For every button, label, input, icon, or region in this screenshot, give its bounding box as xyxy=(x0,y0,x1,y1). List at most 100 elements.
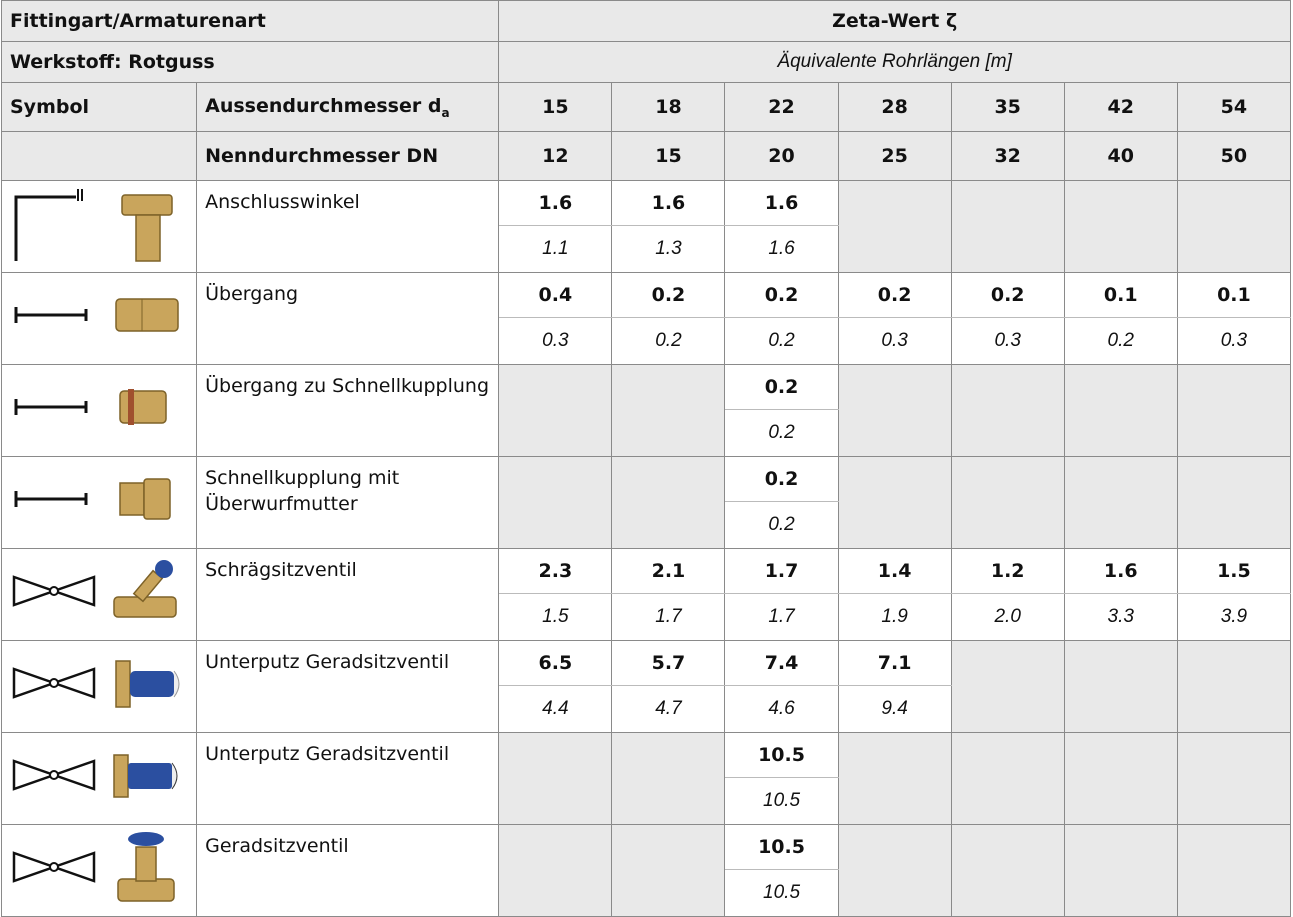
length-value: 3.3 xyxy=(1063,593,1178,641)
icon-shape xyxy=(130,671,174,697)
icon-shape xyxy=(128,763,172,789)
header-cell: Fittingart/Armaturenart xyxy=(0,0,500,42)
empty-cell xyxy=(498,824,613,917)
icon-shape xyxy=(155,560,173,578)
icon-shape xyxy=(119,482,145,516)
zeta-value: 0.2 xyxy=(950,271,1065,319)
fitting-name: Übergang zu Schnellkupp­lung xyxy=(196,364,500,457)
icon-shape xyxy=(143,478,171,520)
diameter-cell: 28 xyxy=(837,82,952,132)
zeta-value: 0.1 xyxy=(1063,271,1178,319)
length-row: 1.1 1.3 1.6 xyxy=(2,225,1291,273)
icon-shape xyxy=(171,762,178,790)
value-row: Übergang zu Schnellkupp­lung 0.2 xyxy=(0,363,1292,457)
fitting-name: Anschlusswinkel xyxy=(196,180,500,273)
length-value: 0.3 xyxy=(1176,317,1292,365)
symbol-cell xyxy=(0,272,198,365)
zeta-value: 0.1 xyxy=(1176,271,1292,319)
diameter-cell: 22 xyxy=(724,82,839,132)
empty-cell xyxy=(950,180,1065,273)
length-value: 4.6 xyxy=(724,685,839,733)
symbol-cell xyxy=(0,640,198,733)
icon-shape xyxy=(117,878,175,902)
header-row: Symbol Aussendurchmesser da 15 18 22 28 35 42… xyxy=(0,82,1292,132)
fitting-symbol xyxy=(12,832,175,902)
header-text: Aussendurchmesser d xyxy=(205,94,442,117)
empty-cell xyxy=(950,640,1065,733)
length-value: 0.3 xyxy=(950,317,1065,365)
empty-cell xyxy=(1063,456,1178,549)
length-value: 1.9 xyxy=(837,593,952,641)
empty-cell xyxy=(950,364,1065,457)
diameter-cell: 20 xyxy=(724,131,839,181)
icon-shape xyxy=(121,194,173,216)
length-row: 0.3 0.2 0.2 0.3 0.3 0.2 0.3 xyxy=(2,317,1292,365)
header-cell: Nenndurchmesser DN xyxy=(196,131,500,181)
icon-shape xyxy=(12,851,58,883)
empty-cell xyxy=(1176,364,1292,457)
diameter-cell: 18 xyxy=(611,82,726,132)
empty-cell xyxy=(611,824,726,917)
length-value: 1.5 xyxy=(498,593,613,641)
zeta-value: 1.6 xyxy=(724,179,839,227)
header-row: Nenndurchmesser DN 12 15 20 25 32 40 50 xyxy=(0,131,1292,181)
zeta-value: 1.4 xyxy=(837,547,952,595)
icon-shape xyxy=(113,754,129,798)
length-row: 1.5 1.7 1.7 1.9 2.0 3.3 3.9 xyxy=(2,593,1292,641)
symbol-cell xyxy=(0,456,198,549)
zeta-value: 7.4 xyxy=(724,639,839,687)
zeta-value: 2.3 xyxy=(498,547,613,595)
diameter-cell: 32 xyxy=(950,131,1065,181)
length-value: 4.4 xyxy=(498,685,613,733)
fitting-name: Unterputz Geradsitzventil xyxy=(196,640,500,733)
zeta-value: 1.2 xyxy=(950,547,1065,595)
icon-shape xyxy=(50,851,96,883)
empty-cell xyxy=(1063,180,1178,273)
icon-shape xyxy=(12,759,58,791)
diameter-cell: 12 xyxy=(498,131,613,181)
zeta-value: 1.6 xyxy=(611,179,726,227)
header-cell: Zeta-Wert ζ xyxy=(498,0,1291,42)
empty-cell xyxy=(498,456,613,549)
length-value: 0.3 xyxy=(837,317,952,365)
fitting-symbol xyxy=(14,189,173,262)
zeta-value: 2.1 xyxy=(611,547,726,595)
diameter-cell: 25 xyxy=(837,131,952,181)
value-row: Unterputz Geradsitzventil 10.5 xyxy=(0,731,1292,825)
length-value: 10.5 xyxy=(724,869,839,917)
empty-cell xyxy=(498,732,613,825)
icon-shape xyxy=(135,214,161,262)
empty-cell xyxy=(498,364,613,457)
fitting-symbol xyxy=(14,389,167,425)
icon-shape xyxy=(115,660,131,708)
header-row: Fittingart/Armaturenart Zeta-Wert ζ xyxy=(0,0,1291,42)
value-row: Geradsitzventil 10.5 xyxy=(0,823,1292,917)
diameter-cell: 15 xyxy=(611,131,726,181)
diameter-cell: 40 xyxy=(1063,131,1178,181)
zeta-value: 1.5 xyxy=(1176,547,1292,595)
length-value: 1.3 xyxy=(611,225,726,273)
symbol-cell xyxy=(0,824,198,917)
zeta-value: 1.6 xyxy=(1063,547,1178,595)
length-value: 1.6 xyxy=(724,225,839,273)
icon-shape xyxy=(12,667,58,699)
zeta-value: 0.4 xyxy=(498,271,613,319)
length-value: 0.2 xyxy=(1063,317,1178,365)
diameter-cell: 42 xyxy=(1063,82,1178,132)
empty-cell xyxy=(1063,732,1178,825)
empty-cell xyxy=(1063,364,1178,457)
icon-shape xyxy=(49,586,59,596)
diameter-cell: 50 xyxy=(1176,131,1292,181)
empty-cell xyxy=(611,732,726,825)
header-cell: Werkstoff: Rotguss xyxy=(0,41,500,83)
length-value: 10.5 xyxy=(724,777,839,825)
zeta-value: 0.2 xyxy=(837,271,952,319)
diameter-cell: 35 xyxy=(950,82,1065,132)
empty-cell xyxy=(1176,456,1292,549)
header-cell: Äquivalente Rohrlängen [m] xyxy=(498,41,1291,83)
fitting-name: Unterputz Geradsitzventil xyxy=(196,732,500,825)
fitting-name: Schrägsitzventil xyxy=(196,548,500,641)
zeta-value: 10.5 xyxy=(724,731,839,779)
